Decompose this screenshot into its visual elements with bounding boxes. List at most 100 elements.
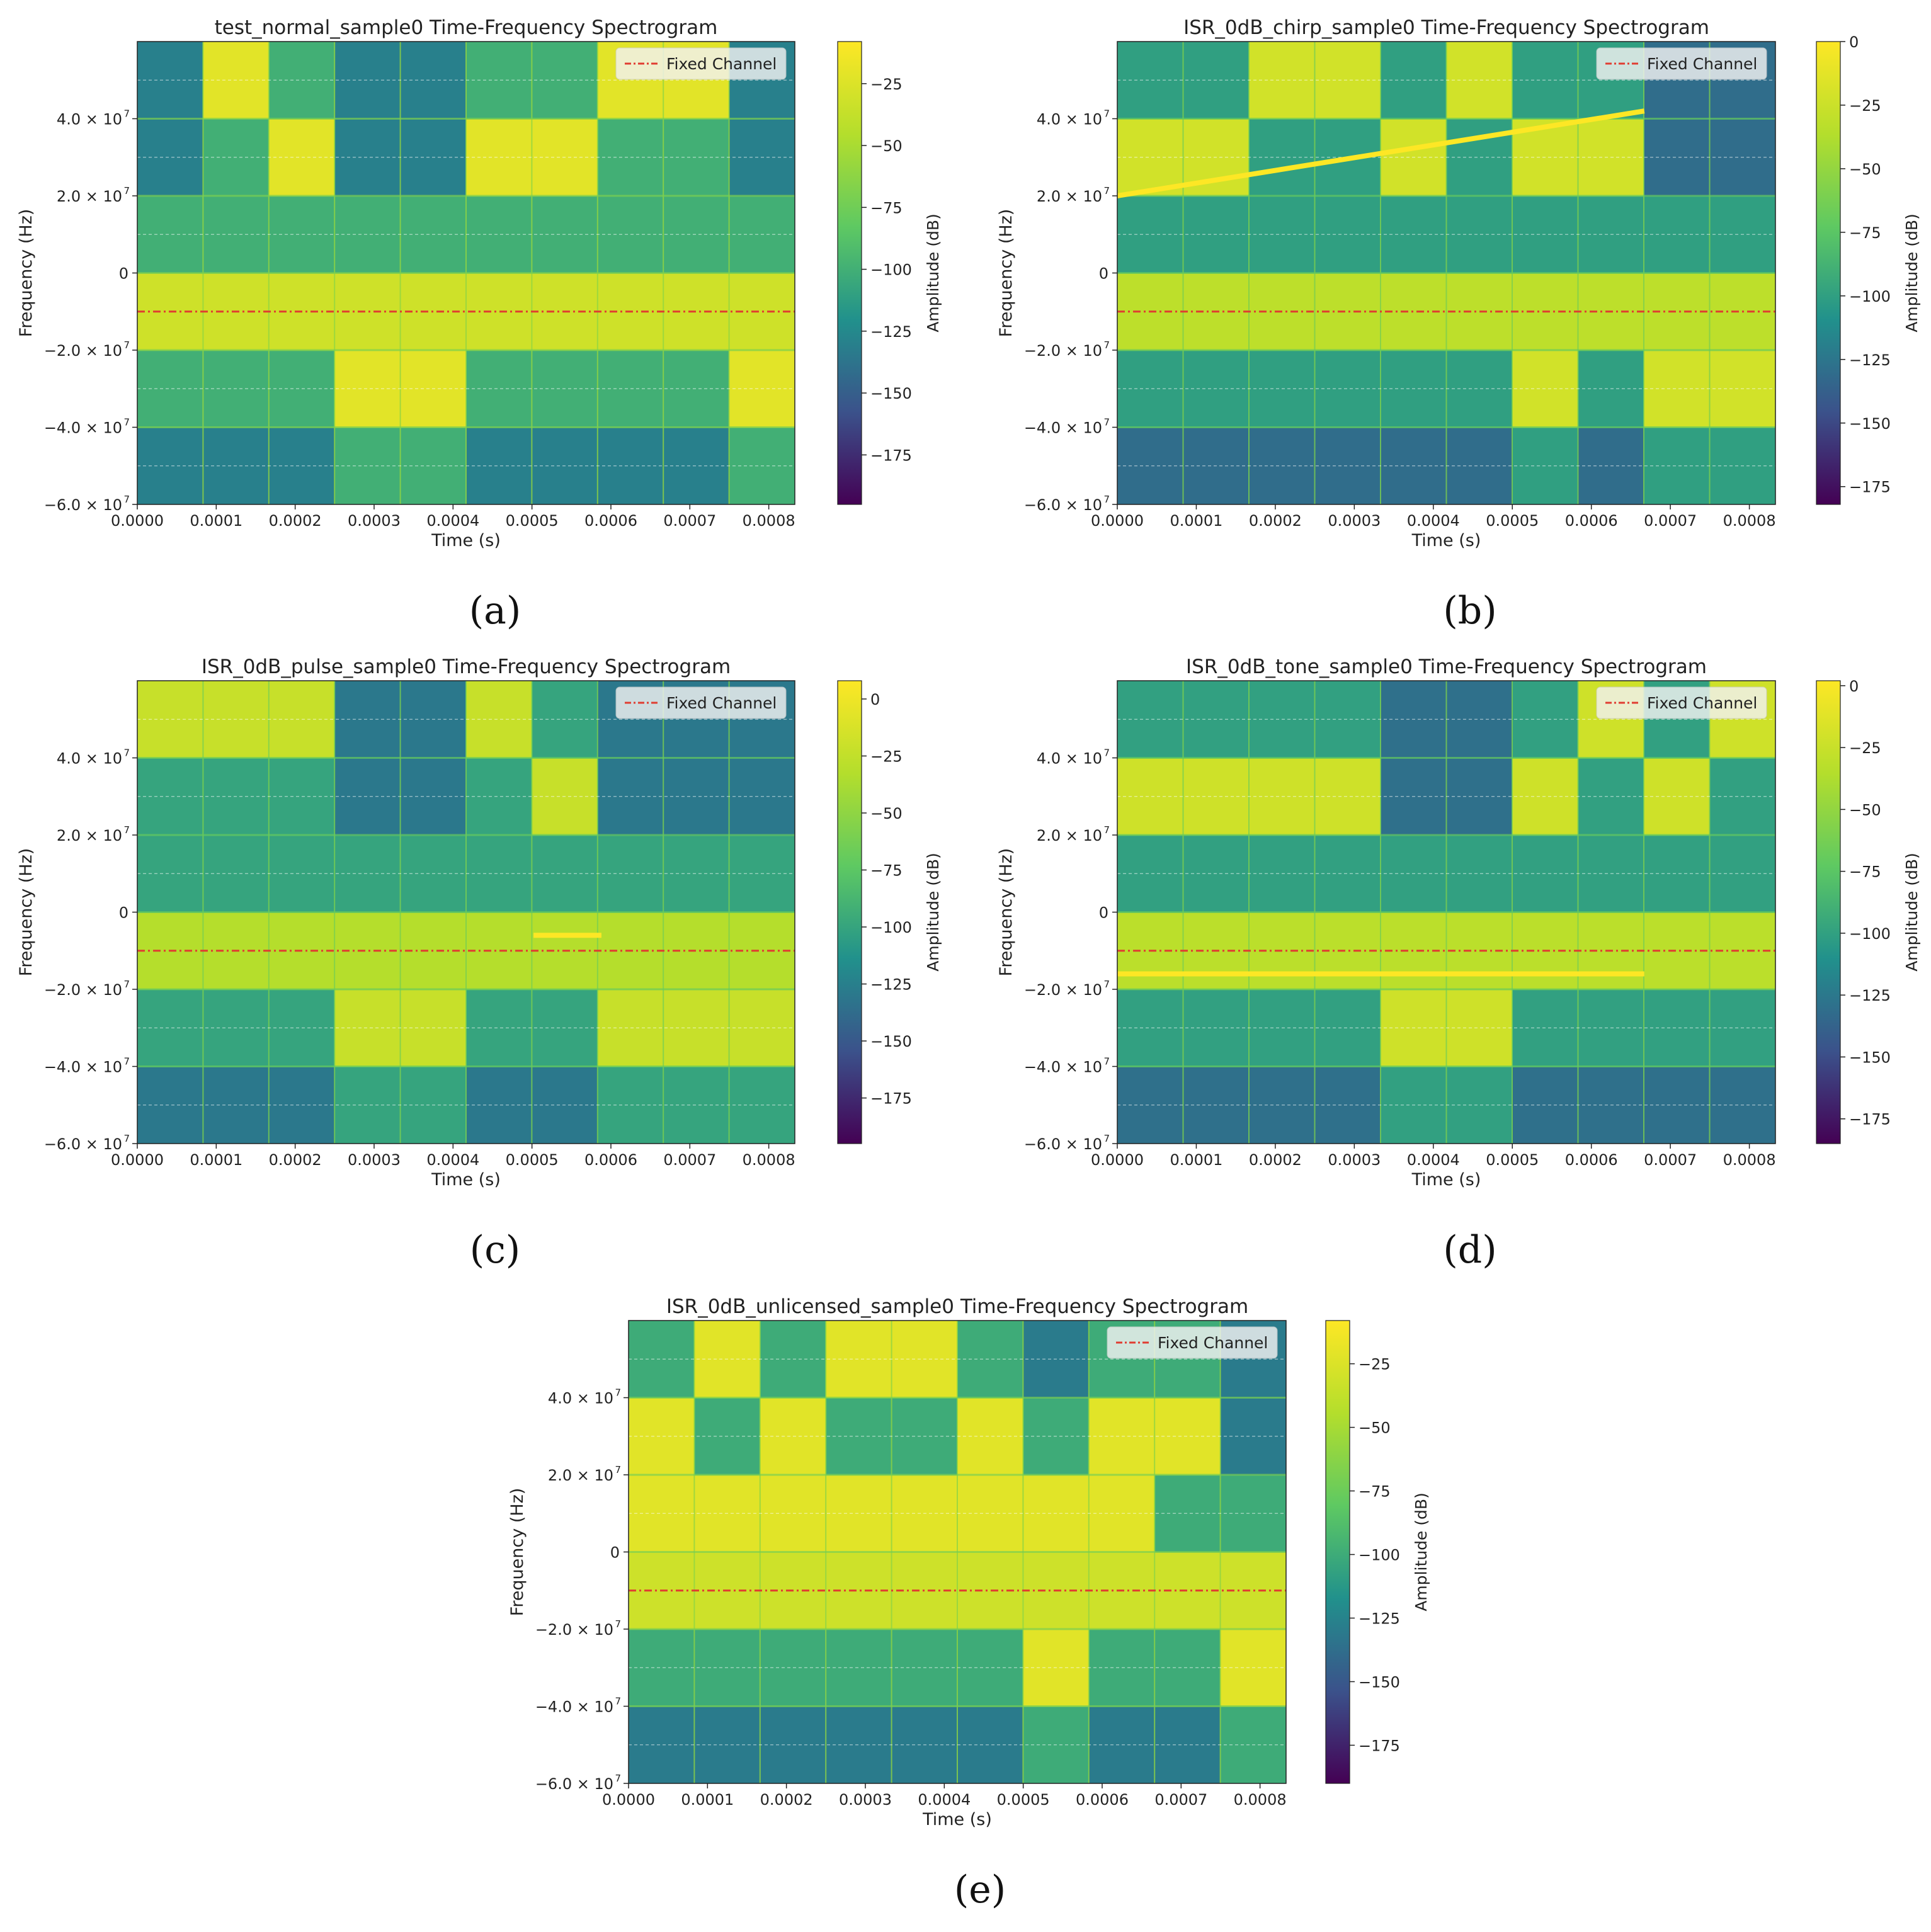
x-tick-label: 0.0006 (1565, 1151, 1618, 1169)
y-tick-label: −2.0 × 10 (1024, 981, 1102, 999)
colorbar-label: Amplitude (dB) (1412, 1492, 1430, 1611)
x-tick-label: 0.0002 (760, 1791, 813, 1809)
x-tick-label: 0.0003 (839, 1791, 892, 1809)
x-tick-label: 0.0004 (918, 1791, 971, 1809)
spectrum-cell (1446, 681, 1513, 758)
spectrum-cell (466, 1066, 532, 1144)
y-tick-exponent: 7 (123, 185, 130, 196)
y-tick-label: 0 (1099, 904, 1108, 922)
y-tick-exponent: 7 (1103, 185, 1110, 196)
spectrum-cell (137, 1066, 203, 1144)
y-tick-label: 2.0 × 10 (1037, 827, 1102, 844)
spectrum-cell (1446, 1066, 1513, 1144)
y-tick-label: 4.0 × 10 (57, 750, 122, 768)
spectrum-cell (629, 1475, 695, 1552)
legend: Fixed Channel (615, 47, 787, 80)
panel-caption: (a) (469, 589, 521, 633)
colorbar-tick-label: −175 (1849, 1111, 1891, 1128)
x-tick-label: 0.0008 (1723, 1151, 1776, 1169)
y-axis-label: Frequency (Hz) (16, 209, 36, 338)
x-tick-label: 0.0001 (190, 512, 242, 530)
y-tick-exponent: 7 (123, 747, 130, 759)
x-tick-label: 0.0005 (1486, 512, 1539, 530)
subplot-a: test_normal_sample0 Time-Frequency Spect… (16, 16, 942, 633)
colorbar-tick-label: −175 (870, 446, 912, 464)
y-tick-exponent: 7 (1103, 494, 1110, 505)
legend-box (1596, 47, 1767, 80)
spectrum-cell (137, 758, 203, 836)
y-tick-label: −2.0 × 10 (535, 1621, 613, 1639)
y-tick-exponent: 7 (123, 1056, 130, 1067)
x-tick-label: 0.0007 (1154, 1791, 1207, 1809)
y-tick-label: 2.0 × 10 (57, 188, 122, 205)
colorbar-tick-label: −150 (1849, 415, 1891, 433)
spectrum-cell (1314, 350, 1381, 428)
x-tick-label: 0.0002 (269, 512, 322, 530)
spectrum-cell (1117, 989, 1183, 1067)
x-tick-label: 0.0007 (1644, 1151, 1697, 1169)
x-tick-label: 0.0004 (426, 512, 479, 530)
colorbar (837, 680, 862, 1144)
legend-label: Fixed Channel (1647, 694, 1757, 712)
colorbar-tick-label: −50 (1849, 801, 1881, 819)
y-tick-label: −4.0 × 10 (44, 419, 122, 437)
plot-title: ISR_0dB_tone_sample0 Time-Frequency Spec… (1186, 656, 1707, 678)
colorbar-tick-label: −125 (1849, 351, 1891, 369)
spectrum-cell (466, 758, 532, 836)
y-tick-label: −4.0 × 10 (535, 1698, 613, 1716)
y-tick-exponent: 7 (123, 494, 130, 505)
spectrum-cell (1446, 989, 1513, 1067)
y-tick-label: −6.0 × 10 (535, 1775, 613, 1793)
spectrum-cell (1446, 758, 1513, 836)
colorbar-tick-label: −50 (870, 137, 903, 155)
spectrum-cell (1446, 427, 1513, 505)
y-tick-label: −2.0 × 10 (44, 342, 122, 360)
y-tick-exponent: 7 (1103, 417, 1110, 428)
x-tick-label: 0.0007 (1644, 512, 1697, 530)
colorbar-tick-label: −25 (870, 76, 903, 93)
subplot-c: ISR_0dB_pulse_sample0 Time-Frequency Spe… (16, 656, 942, 1272)
x-axis-label: Time (s) (431, 1170, 501, 1190)
x-tick-label: 0.0006 (584, 1151, 637, 1169)
colorbar-tick-label: −175 (1359, 1737, 1400, 1754)
spectrum-cell (1117, 427, 1183, 505)
legend-box (1107, 1326, 1278, 1359)
y-axis-label: Frequency (Hz) (16, 848, 36, 977)
y-tick-label: −4.0 × 10 (1024, 419, 1102, 437)
spectrum-cell (1644, 196, 1710, 273)
y-tick-label: 0 (610, 1544, 620, 1562)
y-axis-label: Frequency (Hz) (508, 1488, 527, 1617)
legend: Fixed Channel (1596, 47, 1767, 80)
x-tick-label: 0.0006 (1565, 512, 1618, 530)
y-tick-label: 4.0 × 10 (1037, 111, 1102, 128)
y-tick-exponent: 7 (615, 1696, 621, 1707)
colorbar (1816, 680, 1841, 1144)
y-tick-label: 0 (119, 904, 128, 922)
subplot-e: ISR_0dB_unlicensed_sample0 Time-Frequenc… (508, 1295, 1430, 1912)
spectrum-cell (1314, 835, 1381, 912)
y-tick-label: −6.0 × 10 (1024, 1135, 1102, 1153)
panel-caption: (d) (1443, 1228, 1496, 1272)
x-tick-label: 0.0000 (111, 512, 164, 530)
legend-box (1596, 686, 1767, 719)
spectrum-cell (1117, 1066, 1183, 1144)
y-tick-label: −6.0 × 10 (44, 496, 122, 514)
colorbar-tick-label: −75 (870, 862, 903, 880)
y-tick-exponent: 7 (123, 824, 130, 836)
spectrum-cell (1314, 42, 1381, 119)
colorbar-tick-label: −75 (870, 199, 903, 217)
spectrum-cell (629, 1397, 695, 1475)
colorbar-tick-label: −25 (1359, 1356, 1391, 1373)
spectrum-cell (1314, 1066, 1381, 1144)
x-tick-label: 0.0007 (663, 1151, 716, 1169)
y-tick-label: 4.0 × 10 (548, 1390, 613, 1407)
y-tick-label: −4.0 × 10 (1024, 1059, 1102, 1076)
x-tick-label: 0.0004 (426, 1151, 479, 1169)
x-tick-label: 0.0001 (1170, 1151, 1222, 1169)
y-tick-exponent: 7 (615, 1618, 621, 1630)
chirp-interference (1117, 108, 1645, 198)
spectrum-cell (1314, 681, 1381, 758)
x-tick-label: 0.0001 (1170, 512, 1222, 530)
colorbar-tick-label: −100 (1849, 925, 1891, 943)
spectrum-cell (1117, 350, 1183, 428)
